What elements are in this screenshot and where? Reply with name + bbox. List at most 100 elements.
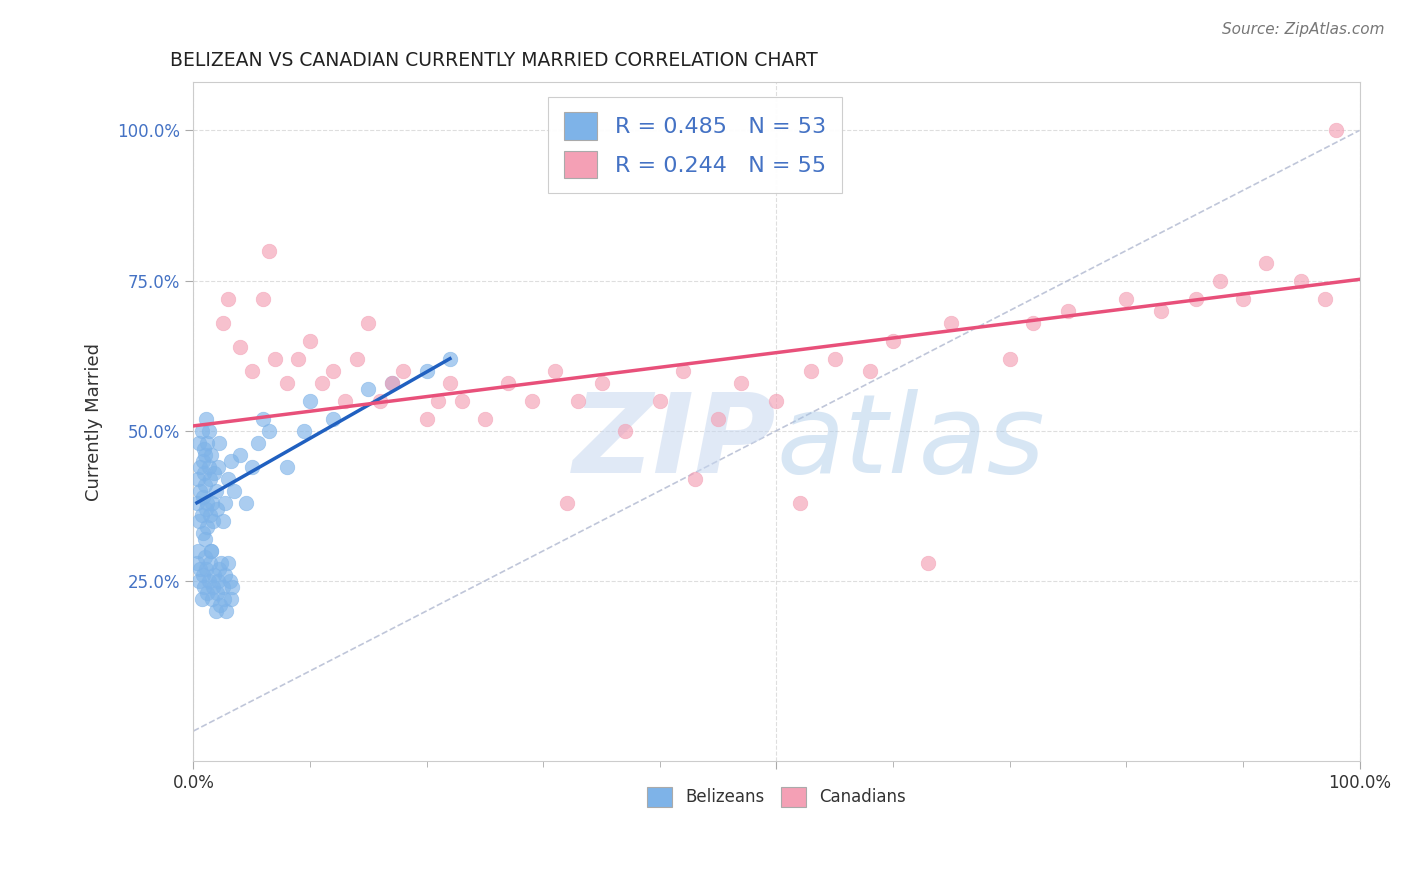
Point	[859, 364, 882, 378]
Point	[998, 351, 1021, 366]
Point	[789, 496, 811, 510]
Point	[591, 376, 613, 390]
Point	[209, 598, 232, 612]
Point	[1313, 292, 1336, 306]
Point	[214, 496, 236, 510]
Point	[212, 591, 235, 606]
Point	[200, 544, 222, 558]
Point	[1289, 274, 1312, 288]
Point	[381, 376, 404, 390]
Point	[198, 472, 221, 486]
Point	[190, 591, 212, 606]
Point	[1324, 123, 1347, 137]
Point	[217, 292, 239, 306]
Point	[240, 459, 263, 474]
Point	[520, 393, 543, 408]
Point	[204, 604, 226, 618]
Point	[191, 567, 214, 582]
Point	[1256, 255, 1278, 269]
Point	[202, 466, 225, 480]
Point	[381, 376, 404, 390]
Point	[292, 424, 315, 438]
Point	[683, 472, 706, 486]
Point	[197, 424, 219, 438]
Point	[322, 411, 344, 425]
Point	[1150, 303, 1173, 318]
Point	[257, 244, 280, 258]
Point	[229, 448, 252, 462]
Point	[200, 544, 222, 558]
Point	[439, 376, 461, 390]
Point	[219, 591, 242, 606]
Point	[276, 376, 298, 390]
Point	[205, 586, 228, 600]
Point	[191, 454, 214, 468]
Point	[194, 448, 217, 462]
Point	[240, 364, 263, 378]
Point	[198, 508, 221, 522]
Point	[1057, 303, 1080, 318]
Point	[186, 556, 208, 570]
Point	[211, 580, 233, 594]
Point	[252, 292, 274, 306]
Point	[190, 562, 212, 576]
Point	[191, 525, 214, 540]
Point	[555, 496, 578, 510]
Point	[201, 591, 224, 606]
Point	[198, 556, 221, 570]
Point	[219, 454, 242, 468]
Point	[194, 477, 217, 491]
Point	[197, 574, 219, 588]
Point	[194, 532, 217, 546]
Point	[357, 382, 380, 396]
Point	[195, 501, 218, 516]
Point	[427, 393, 450, 408]
Point	[211, 514, 233, 528]
Point	[1115, 292, 1137, 306]
Point	[229, 340, 252, 354]
Point	[215, 604, 238, 618]
Point	[496, 376, 519, 390]
Point	[368, 393, 391, 408]
Point	[613, 424, 636, 438]
Point	[190, 483, 212, 498]
Point	[357, 316, 380, 330]
Point	[707, 411, 730, 425]
Point	[201, 496, 224, 510]
Point	[311, 376, 333, 390]
Point	[298, 334, 321, 348]
Point	[190, 508, 212, 522]
Point	[672, 364, 695, 378]
Point	[195, 411, 218, 425]
Point	[208, 562, 231, 576]
Point	[195, 496, 218, 510]
Point	[204, 483, 226, 498]
Point	[800, 364, 823, 378]
Point	[1185, 292, 1208, 306]
Point	[208, 435, 231, 450]
Point	[730, 376, 752, 390]
Point	[191, 490, 214, 504]
Point	[824, 351, 846, 366]
Point	[188, 574, 211, 588]
Point	[190, 459, 212, 474]
Point	[1208, 274, 1230, 288]
Point	[415, 411, 437, 425]
Point	[882, 334, 904, 348]
Point	[917, 556, 939, 570]
Legend: Belizeans, Canadians: Belizeans, Canadians	[640, 780, 912, 814]
Point	[218, 574, 240, 588]
Point	[257, 424, 280, 438]
Point	[187, 472, 209, 486]
Point	[205, 501, 228, 516]
Point	[648, 393, 671, 408]
Point	[941, 316, 963, 330]
Point	[224, 483, 246, 498]
Point	[474, 411, 496, 425]
Point	[187, 544, 209, 558]
Y-axis label: Currently Married: Currently Married	[86, 343, 103, 500]
Point	[188, 514, 211, 528]
Point	[264, 351, 287, 366]
Point	[200, 448, 222, 462]
Point	[221, 580, 243, 594]
